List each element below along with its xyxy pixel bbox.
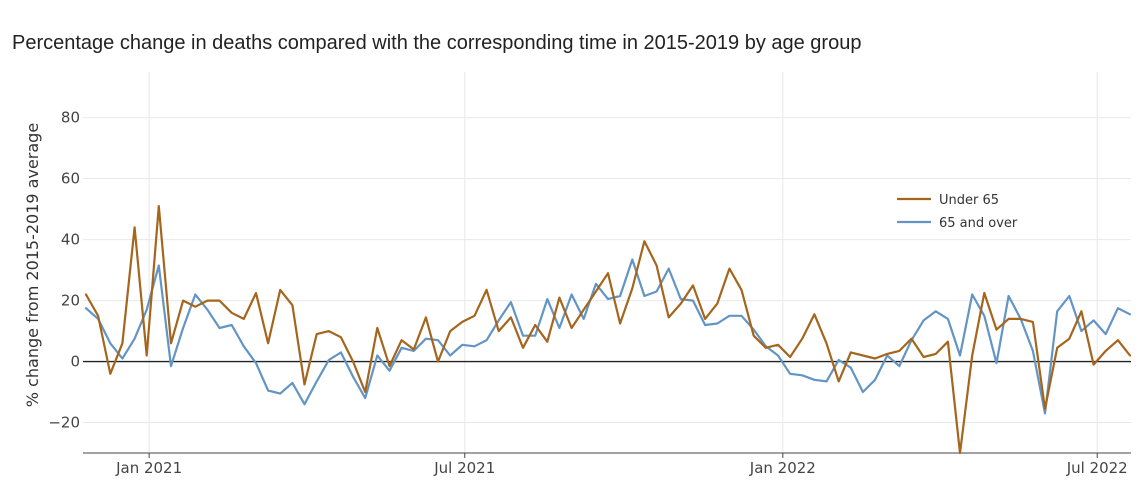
x-tick-label: Jul 2021 [433, 459, 495, 477]
y-axis-ticks: −20 0 20 40 60 80 [48, 109, 80, 432]
y-tick-label: 40 [61, 231, 80, 249]
series-line [84, 258, 1132, 415]
y-tick-label: 20 [61, 292, 80, 310]
y-axis-label: % change from 2015-2019 average [23, 123, 42, 407]
y-tick-label: −20 [48, 414, 80, 432]
series-lines [84, 205, 1132, 455]
legend-label: 65 and over [939, 216, 1018, 231]
legend-label: Under 65 [939, 193, 999, 208]
legend: Under 65 65 and over [897, 193, 1018, 231]
x-axis-ticks: Jan 2021 Jul 2021 Jan 2022 Jul 2022 [115, 453, 1128, 477]
y-tick-label: 80 [61, 109, 80, 127]
x-tick-label: Jan 2021 [115, 459, 182, 477]
y-tick-label: 60 [61, 170, 80, 188]
grid [83, 72, 1131, 453]
series-line [84, 205, 1132, 455]
chart-title: Percentage change in deaths compared wit… [12, 32, 862, 54]
y-tick-label: 0 [70, 353, 80, 371]
x-tick-label: Jan 2022 [749, 459, 816, 477]
x-tick-label: Jul 2022 [1066, 459, 1128, 477]
